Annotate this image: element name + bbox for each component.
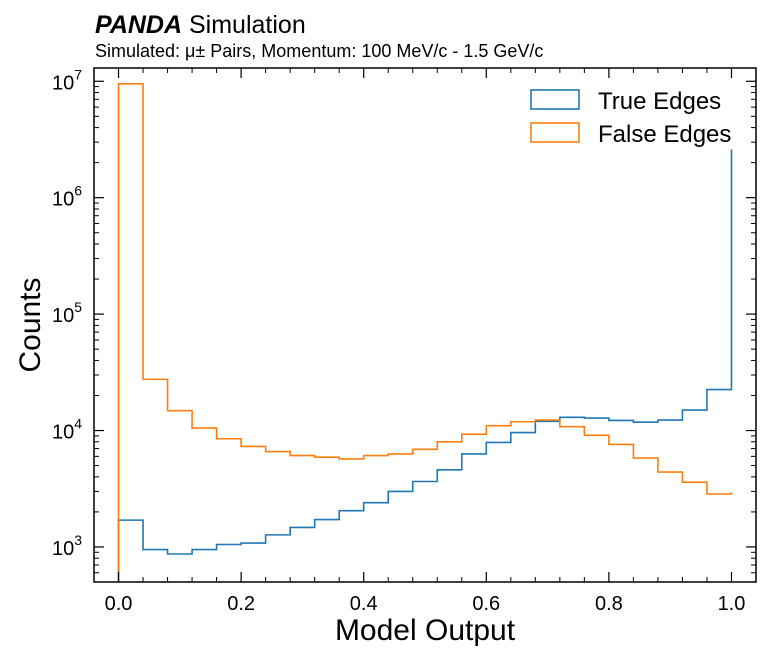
y-tick-label: 106	[52, 183, 82, 211]
legend-swatch-false-edges	[530, 122, 580, 143]
legend-swatch-true-edges	[530, 89, 580, 110]
legend-label-false-edges: False Edges	[598, 121, 731, 148]
y-tick-label: 105	[52, 299, 82, 327]
x-tick-label: 0.0	[105, 593, 133, 615]
series-true-edges	[117, 149, 733, 582]
x-tick-label: 1.0	[718, 593, 746, 615]
series-layer	[117, 83, 733, 582]
x-tick-label: 0.6	[472, 593, 500, 615]
x-tick-label: 0.8	[595, 593, 623, 615]
series-line-true-edges	[117, 149, 733, 582]
y-tick-label: 104	[52, 416, 82, 444]
series-line-false-edges	[117, 83, 733, 582]
y-tick-label: 107	[52, 66, 82, 94]
legend-label-true-edges: True Edges	[598, 88, 721, 115]
chart-title-bold: PANDA	[95, 11, 182, 39]
x-axis-label: Model Output	[335, 614, 516, 647]
x-tick-label: 0.2	[227, 593, 255, 615]
chart-title-rest: Simulation	[182, 11, 306, 39]
x-tick-label: 0.4	[350, 593, 378, 615]
y-axis-label: Counts	[14, 277, 47, 372]
ticks-layer: 0.0 0.2 0.4 0.6 0.8 1.0 103 104 105 106 107	[52, 66, 756, 615]
chart-title: PANDA Simulation	[95, 11, 306, 39]
series-false-edges	[117, 83, 733, 582]
legend: True Edges False Edges	[530, 88, 731, 148]
y-tick-label: 103	[52, 532, 82, 560]
chart-subtitle: Simulated: μ± Pairs, Momentum: 100 MeV/c…	[95, 41, 543, 61]
